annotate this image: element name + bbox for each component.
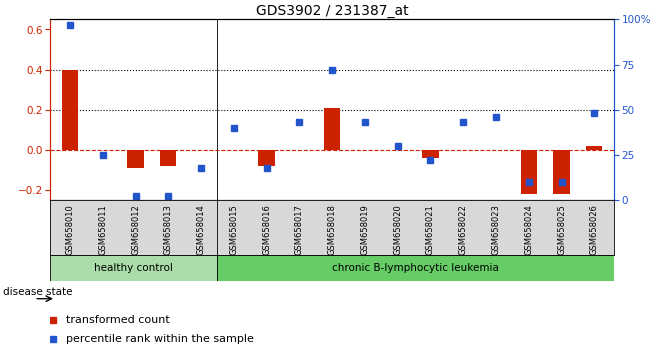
Text: GSM658023: GSM658023: [491, 204, 501, 255]
Text: GSM658017: GSM658017: [295, 204, 304, 255]
Bar: [554, 150, 570, 194]
Text: GSM658021: GSM658021: [426, 204, 435, 255]
Text: GSM658018: GSM658018: [327, 204, 337, 255]
Text: healthy control: healthy control: [95, 263, 173, 273]
Title: GDS3902 / 231387_at: GDS3902 / 231387_at: [256, 5, 409, 18]
Text: transformed count: transformed count: [66, 315, 170, 325]
Text: GSM658011: GSM658011: [98, 204, 107, 255]
Text: GSM658024: GSM658024: [524, 204, 533, 255]
Bar: [217, 255, 614, 281]
Text: disease state: disease state: [3, 287, 72, 297]
Bar: [324, 108, 340, 150]
Text: chronic B-lymphocytic leukemia: chronic B-lymphocytic leukemia: [332, 263, 499, 273]
Text: GSM658016: GSM658016: [262, 204, 271, 255]
Text: GSM658019: GSM658019: [360, 204, 370, 255]
Text: GSM658026: GSM658026: [590, 204, 599, 255]
Text: GSM658025: GSM658025: [557, 204, 566, 255]
Bar: [50, 255, 217, 281]
Bar: [258, 150, 275, 166]
Bar: [127, 150, 144, 168]
Text: GSM658010: GSM658010: [66, 204, 74, 255]
Bar: [521, 150, 537, 194]
Text: GSM658013: GSM658013: [164, 204, 173, 255]
Text: GSM658014: GSM658014: [197, 204, 205, 255]
Text: GSM658012: GSM658012: [131, 204, 140, 255]
Bar: [422, 150, 439, 158]
Text: GSM658020: GSM658020: [393, 204, 402, 255]
Text: GSM658015: GSM658015: [229, 204, 238, 255]
Bar: [586, 146, 603, 150]
Text: percentile rank within the sample: percentile rank within the sample: [66, 333, 254, 344]
Bar: [62, 70, 79, 150]
Bar: [160, 150, 176, 166]
Text: GSM658022: GSM658022: [459, 204, 468, 255]
